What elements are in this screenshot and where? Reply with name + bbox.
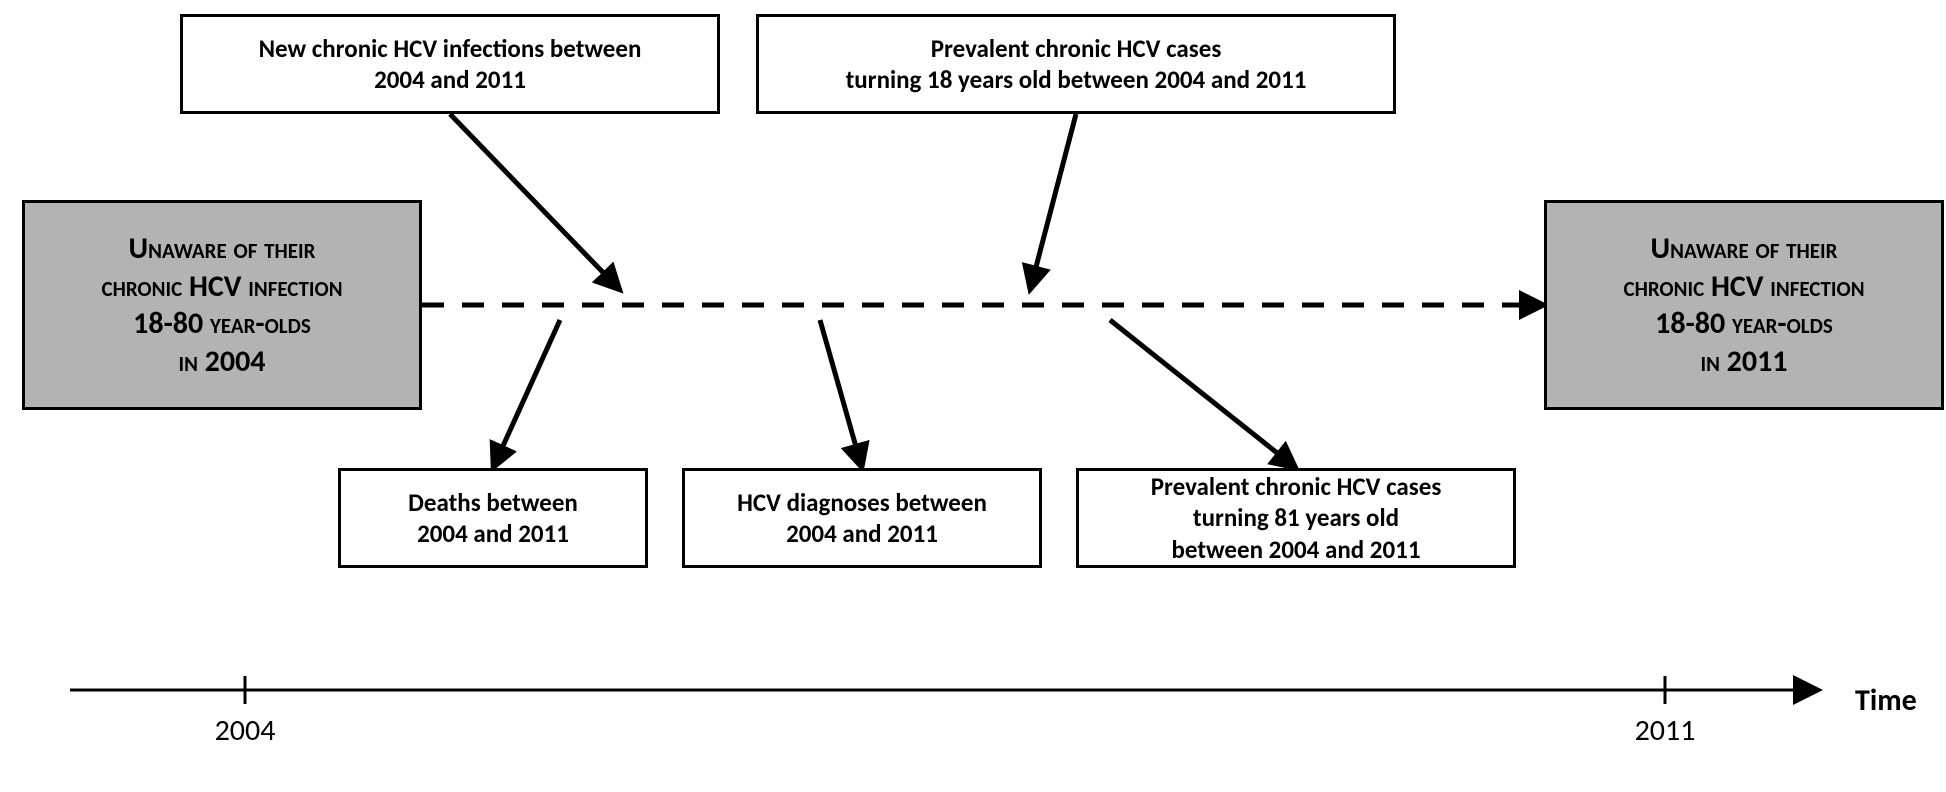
node-label: Prevalent chronic HCV casesturning 81 ye… <box>1151 471 1442 565</box>
diagram-stage: 2004 2011 Time Unaware of theirchronic HCV … <box>0 0 1946 792</box>
node-in-new-infections: New chronic HCV infections between2004 a… <box>180 14 720 114</box>
node-label: Deaths between2004 and 2011 <box>408 487 578 550</box>
node-label: Prevalent chronic HCV casesturning 18 ye… <box>846 33 1307 96</box>
node-label: Unaware of theirchronic HCV infection18-… <box>1623 230 1864 380</box>
flow-arrow <box>450 114 620 290</box>
node-in-turning-18: Prevalent chronic HCV casesturning 18 ye… <box>756 14 1396 114</box>
flow-arrow <box>493 320 560 468</box>
timeline-tick-label: 2004 <box>205 712 285 749</box>
node-state-2004: Unaware of theirchronic HCV infection18-… <box>22 200 422 410</box>
node-label: New chronic HCV infections between2004 a… <box>259 33 642 96</box>
node-out-diagnoses: HCV diagnoses between2004 and 2011 <box>682 468 1042 568</box>
flow-arrow <box>820 320 862 468</box>
node-state-2011: Unaware of theirchronic HCV infection18-… <box>1544 200 1944 410</box>
timeline-tick-label: 2011 <box>1625 712 1705 749</box>
node-out-deaths: Deaths between2004 and 2011 <box>338 468 648 568</box>
timeline-axis-label: Time <box>1855 682 1917 719</box>
flow-arrow <box>1110 320 1296 468</box>
node-out-turning-81: Prevalent chronic HCV casesturning 81 ye… <box>1076 468 1516 568</box>
node-label: Unaware of theirchronic HCV infection18-… <box>101 230 342 380</box>
node-label: HCV diagnoses between2004 and 2011 <box>737 487 987 550</box>
flow-arrow <box>1030 114 1076 290</box>
